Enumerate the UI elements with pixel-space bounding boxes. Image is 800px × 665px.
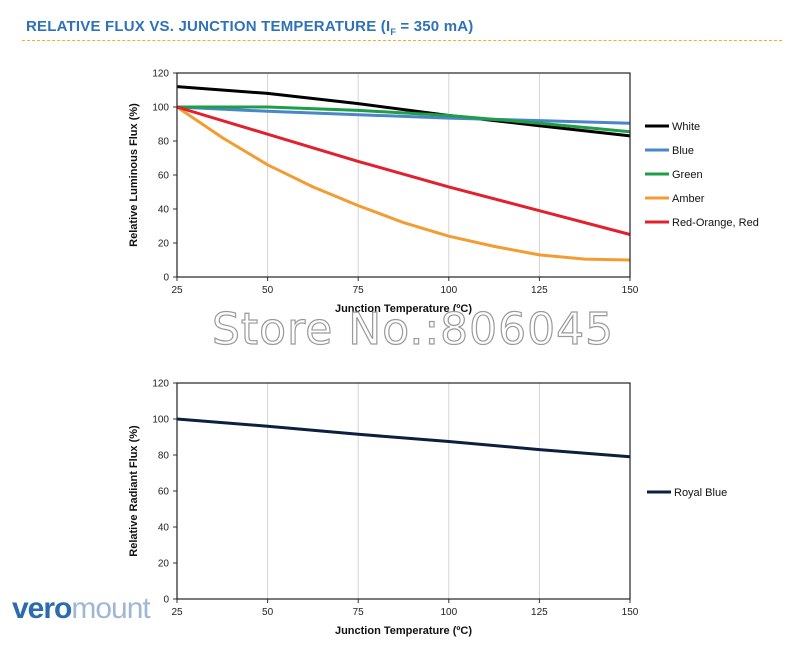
chart1-legend-label-1: Blue bbox=[672, 145, 694, 157]
chart1-y-axis-label: Relative Luminous Flux (%) bbox=[128, 103, 140, 247]
chart2-ytick-label-60: 60 bbox=[158, 487, 170, 498]
logo-part-mount: mount bbox=[71, 592, 150, 625]
chart1-ytick-label-100: 100 bbox=[152, 103, 169, 114]
chart2-x-axis-label: Junction Temperature (ºC) bbox=[335, 625, 472, 637]
chart2-xtick-label-125: 125 bbox=[531, 607, 548, 618]
title-subscript: F bbox=[390, 27, 397, 37]
chart2-xtick-label-50: 50 bbox=[262, 607, 274, 618]
chart2-ytick-label-0: 0 bbox=[163, 595, 169, 606]
chart1-legend-label-3: Amber bbox=[672, 193, 705, 205]
veromount-logo: veromount bbox=[12, 592, 151, 626]
chart1-ytick-label-120: 120 bbox=[152, 69, 169, 80]
luminous-flux-chart: 0 20 40 60 80 100 120 25 50 75 100 125 150 Junction T… bbox=[128, 69, 759, 316]
chart1-ytick-label-20: 20 bbox=[158, 239, 170, 250]
chart2-legend-label-0: Royal Blue bbox=[674, 487, 727, 499]
chart2-plot-frame bbox=[176, 382, 631, 600]
chart1-xtick-label-125: 125 bbox=[531, 285, 548, 296]
chart1-xtick-label-75: 75 bbox=[353, 285, 365, 296]
chart1-ytick-label-0: 0 bbox=[163, 273, 169, 284]
chart2-ytick-label-20: 20 bbox=[158, 559, 170, 570]
chart1-series-line-3 bbox=[176, 105, 631, 262]
chart2-ytick-label-40: 40 bbox=[158, 523, 170, 534]
chart1-series-line-4 bbox=[176, 105, 631, 236]
chart1-ytick-label-60: 60 bbox=[158, 171, 170, 182]
chart1-series-line-2 bbox=[177, 105, 631, 134]
chart1-legend-label-4: Red-Orange, Red bbox=[672, 217, 759, 229]
chart2-xtick-label-100: 100 bbox=[440, 607, 457, 618]
title-divider bbox=[22, 40, 782, 41]
chart1-xtick-label-50: 50 bbox=[262, 285, 274, 296]
chart1-ytick-label-80: 80 bbox=[158, 137, 170, 148]
title-main: RELATIVE FLUX VS. JUNCTION TEMPERATURE (… bbox=[26, 18, 391, 35]
chart2-ytick-label-80: 80 bbox=[158, 451, 170, 462]
chart1-xtick-label-25: 25 bbox=[171, 285, 183, 296]
chart1-series-line-1 bbox=[176, 105, 631, 125]
title-suffix: = 350 mA) bbox=[396, 18, 474, 35]
chart2-ytick-label-120: 120 bbox=[152, 379, 169, 390]
chart2-xtick-label-25: 25 bbox=[171, 607, 183, 618]
chart1-series-line-0 bbox=[176, 85, 631, 138]
chart2-xtick-label-150: 150 bbox=[622, 607, 639, 618]
chart-header: RELATIVE FLUX VS. JUNCTION TEMPERATURE (… bbox=[22, 16, 782, 42]
chart1-legend-label-0: White bbox=[672, 121, 700, 133]
chart2-series-line-0 bbox=[176, 417, 631, 459]
logo-part-vero: vero bbox=[12, 592, 72, 625]
chart2-ytick-label-100: 100 bbox=[152, 415, 169, 426]
chart1-x-axis-label: Junction Temperature (ºC) bbox=[335, 303, 472, 315]
chart1-xtick-label-150: 150 bbox=[622, 285, 639, 296]
chart1-xtick-label-100: 100 bbox=[440, 285, 457, 296]
chart1-ytick-label-40: 40 bbox=[158, 205, 170, 216]
chart1-legend-label-2: Green bbox=[672, 169, 703, 181]
chart2-xtick-label-75: 75 bbox=[353, 607, 365, 618]
watermark-text: Store No.:806045 bbox=[211, 303, 615, 355]
chart2-y-axis-label: Relative Radiant Flux (%) bbox=[128, 425, 140, 557]
page-title: RELATIVE FLUX VS. JUNCTION TEMPERATURE (… bbox=[26, 18, 474, 37]
chart1-plot-frame bbox=[176, 72, 631, 278]
